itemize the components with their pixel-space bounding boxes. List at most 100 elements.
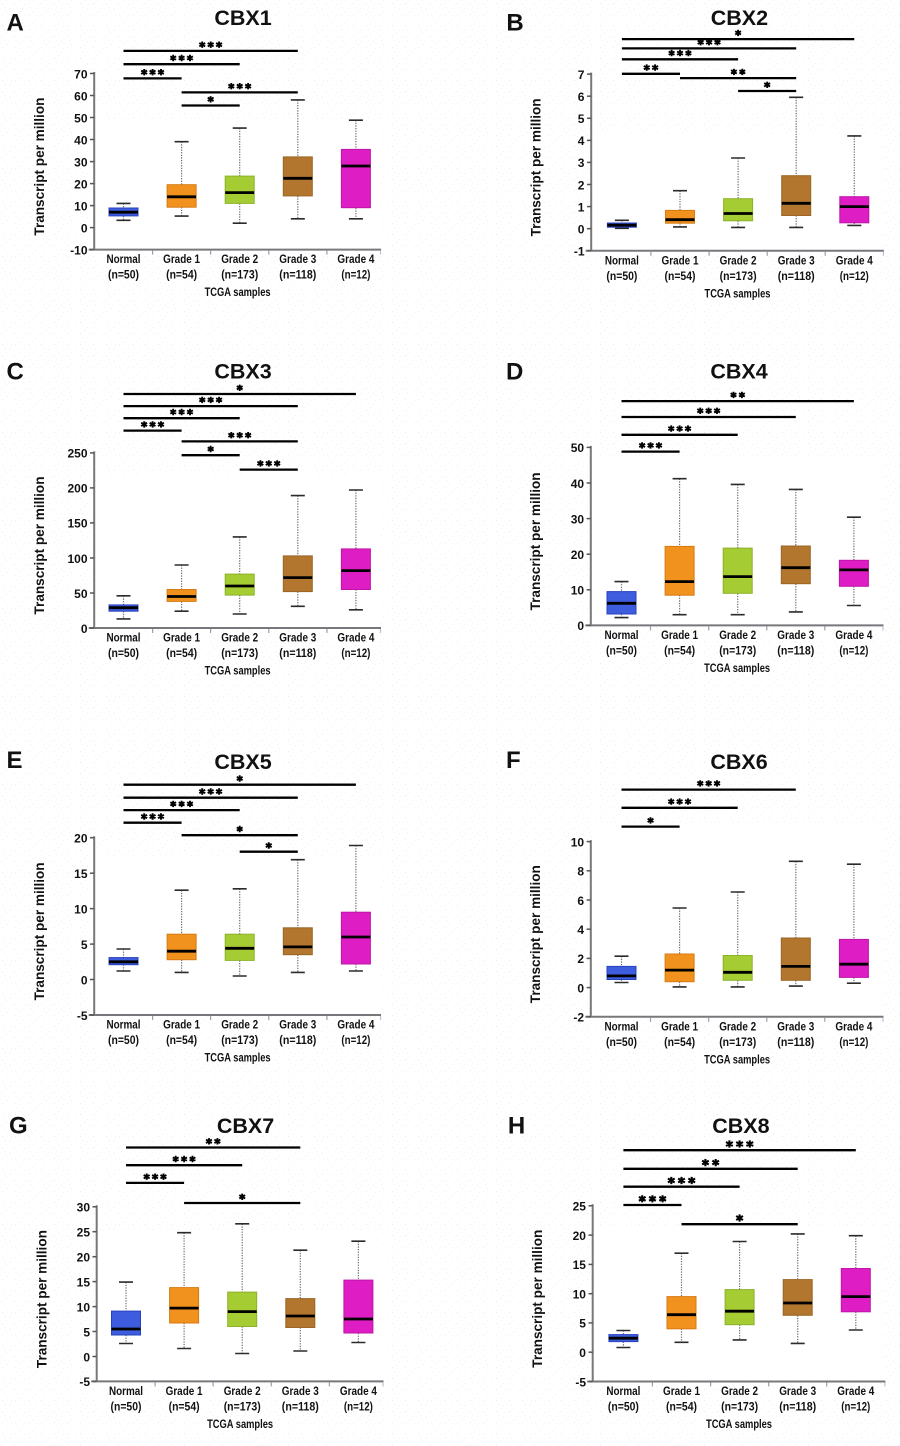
- svg-text:(n=118): (n=118): [279, 268, 316, 282]
- svg-text:-5: -5: [79, 1375, 90, 1389]
- svg-text:Normal: Normal: [109, 1384, 143, 1398]
- svg-text:-10: -10: [70, 243, 88, 257]
- svg-text:Grade 3: Grade 3: [282, 1384, 319, 1398]
- svg-text:(n=118): (n=118): [282, 1399, 319, 1413]
- svg-text:TCGA samples: TCGA samples: [704, 661, 770, 675]
- svg-text:TCGA samples: TCGA samples: [705, 286, 771, 300]
- svg-text:(n=54): (n=54): [664, 643, 695, 657]
- svg-text:20: 20: [573, 1229, 587, 1243]
- svg-text:Grade 1: Grade 1: [661, 1019, 698, 1033]
- svg-text:(n=12): (n=12): [344, 1399, 373, 1413]
- svg-text:E: E: [7, 747, 23, 774]
- svg-text:Grade 4: Grade 4: [837, 1384, 874, 1398]
- svg-text:(n=118): (n=118): [777, 643, 814, 657]
- svg-text:1: 1: [578, 200, 585, 214]
- svg-text:Grade 4: Grade 4: [836, 253, 873, 267]
- svg-text:5: 5: [83, 1325, 90, 1339]
- svg-text:(n=12): (n=12): [341, 646, 370, 660]
- svg-text:TCGA samples: TCGA samples: [207, 1417, 273, 1431]
- svg-text:(n=118): (n=118): [777, 1035, 814, 1049]
- svg-text:TCGA samples: TCGA samples: [706, 1417, 772, 1431]
- svg-text:30: 30: [571, 512, 585, 526]
- svg-text:10: 10: [573, 1288, 587, 1302]
- svg-text:(n=50): (n=50): [608, 1400, 639, 1414]
- svg-text:Normal: Normal: [605, 1019, 639, 1033]
- svg-text:(n=50): (n=50): [108, 1033, 139, 1047]
- svg-text:5: 5: [579, 1317, 586, 1331]
- svg-text:50: 50: [74, 111, 88, 125]
- svg-text:8: 8: [577, 865, 584, 879]
- svg-text:Grade 3: Grade 3: [279, 631, 316, 645]
- svg-text:H: H: [508, 1113, 525, 1140]
- svg-text:(n=173): (n=173): [719, 643, 756, 657]
- svg-text:(n=50): (n=50): [606, 1035, 637, 1049]
- svg-text:(n=118): (n=118): [779, 1400, 816, 1414]
- svg-text:Grade 4: Grade 4: [340, 1384, 377, 1398]
- svg-text:Transcript per million: Transcript per million: [35, 1230, 50, 1368]
- svg-text:Transcript per million: Transcript per million: [528, 472, 543, 610]
- svg-text:Normal: Normal: [107, 631, 141, 645]
- svg-text:Grade 2: Grade 2: [221, 252, 258, 266]
- svg-text:(n=173): (n=173): [721, 1400, 758, 1414]
- svg-text:Grade 2: Grade 2: [720, 253, 757, 267]
- svg-text:(n=12): (n=12): [839, 643, 868, 657]
- svg-text:Grade 1: Grade 1: [661, 628, 698, 642]
- svg-text:(n=173): (n=173): [719, 1035, 756, 1049]
- svg-text:Grade 1: Grade 1: [163, 631, 200, 645]
- svg-text:150: 150: [67, 517, 87, 531]
- svg-text:TCGA samples: TCGA samples: [205, 1051, 271, 1065]
- svg-text:TCGA samples: TCGA samples: [205, 664, 271, 678]
- svg-text:(n=173): (n=173): [224, 1399, 261, 1413]
- svg-text:15: 15: [77, 1275, 91, 1289]
- svg-text:(n=50): (n=50): [108, 646, 139, 660]
- svg-text:60: 60: [74, 89, 88, 103]
- svg-text:TCGA samples: TCGA samples: [704, 1052, 770, 1066]
- svg-text:F: F: [506, 747, 521, 774]
- svg-text:Grade 3: Grade 3: [779, 1384, 816, 1398]
- svg-text:(n=50): (n=50): [111, 1399, 142, 1413]
- svg-text:(n=12): (n=12): [840, 269, 869, 283]
- svg-text:6: 6: [578, 90, 585, 104]
- svg-text:250: 250: [67, 447, 87, 461]
- svg-text:0: 0: [81, 221, 88, 235]
- svg-text:(n=12): (n=12): [341, 1033, 370, 1047]
- svg-text:Grade 4: Grade 4: [835, 628, 872, 642]
- svg-text:(n=173): (n=173): [720, 269, 757, 283]
- svg-text:Grade 3: Grade 3: [279, 1018, 316, 1032]
- svg-text:Grade 1: Grade 1: [662, 253, 699, 267]
- svg-text:Grade 4: Grade 4: [337, 631, 374, 645]
- svg-text:5: 5: [578, 112, 585, 126]
- svg-text:(n=12): (n=12): [341, 268, 370, 282]
- svg-text:25: 25: [77, 1226, 91, 1240]
- svg-text:Grade 2: Grade 2: [224, 1384, 261, 1398]
- svg-text:70: 70: [74, 67, 88, 81]
- svg-text:2: 2: [578, 178, 585, 192]
- svg-text:Grade 2: Grade 2: [721, 1384, 758, 1398]
- svg-text:(n=173): (n=173): [221, 646, 258, 660]
- svg-text:Grade 4: Grade 4: [337, 252, 374, 266]
- svg-text:(n=50): (n=50): [606, 269, 637, 283]
- svg-text:Grade 3: Grade 3: [777, 1019, 814, 1033]
- svg-text:(n=50): (n=50): [108, 268, 139, 282]
- svg-text:(n=118): (n=118): [778, 269, 815, 283]
- svg-text:40: 40: [571, 477, 585, 491]
- svg-text:10: 10: [571, 584, 585, 598]
- svg-text:4: 4: [577, 923, 584, 937]
- svg-text:Normal: Normal: [605, 628, 639, 642]
- svg-text:6: 6: [577, 894, 584, 908]
- svg-text:Normal: Normal: [606, 1384, 640, 1398]
- svg-text:Transcript per million: Transcript per million: [32, 98, 47, 236]
- svg-text:Transcript per million: Transcript per million: [528, 98, 543, 236]
- svg-text:7: 7: [578, 68, 585, 82]
- svg-text:25: 25: [573, 1200, 587, 1214]
- svg-text:0: 0: [579, 1346, 586, 1360]
- svg-text:CBX8: CBX8: [712, 1114, 769, 1138]
- svg-text:Grade 1: Grade 1: [163, 1018, 200, 1032]
- svg-text:Grade 2: Grade 2: [719, 628, 756, 642]
- svg-text:10: 10: [571, 835, 585, 849]
- svg-text:(n=50): (n=50): [606, 643, 637, 657]
- svg-text:CBX4: CBX4: [710, 360, 767, 384]
- svg-text:Transcript per million: Transcript per million: [32, 477, 47, 615]
- svg-text:Normal: Normal: [107, 1018, 141, 1032]
- svg-text:Grade 4: Grade 4: [835, 1019, 872, 1033]
